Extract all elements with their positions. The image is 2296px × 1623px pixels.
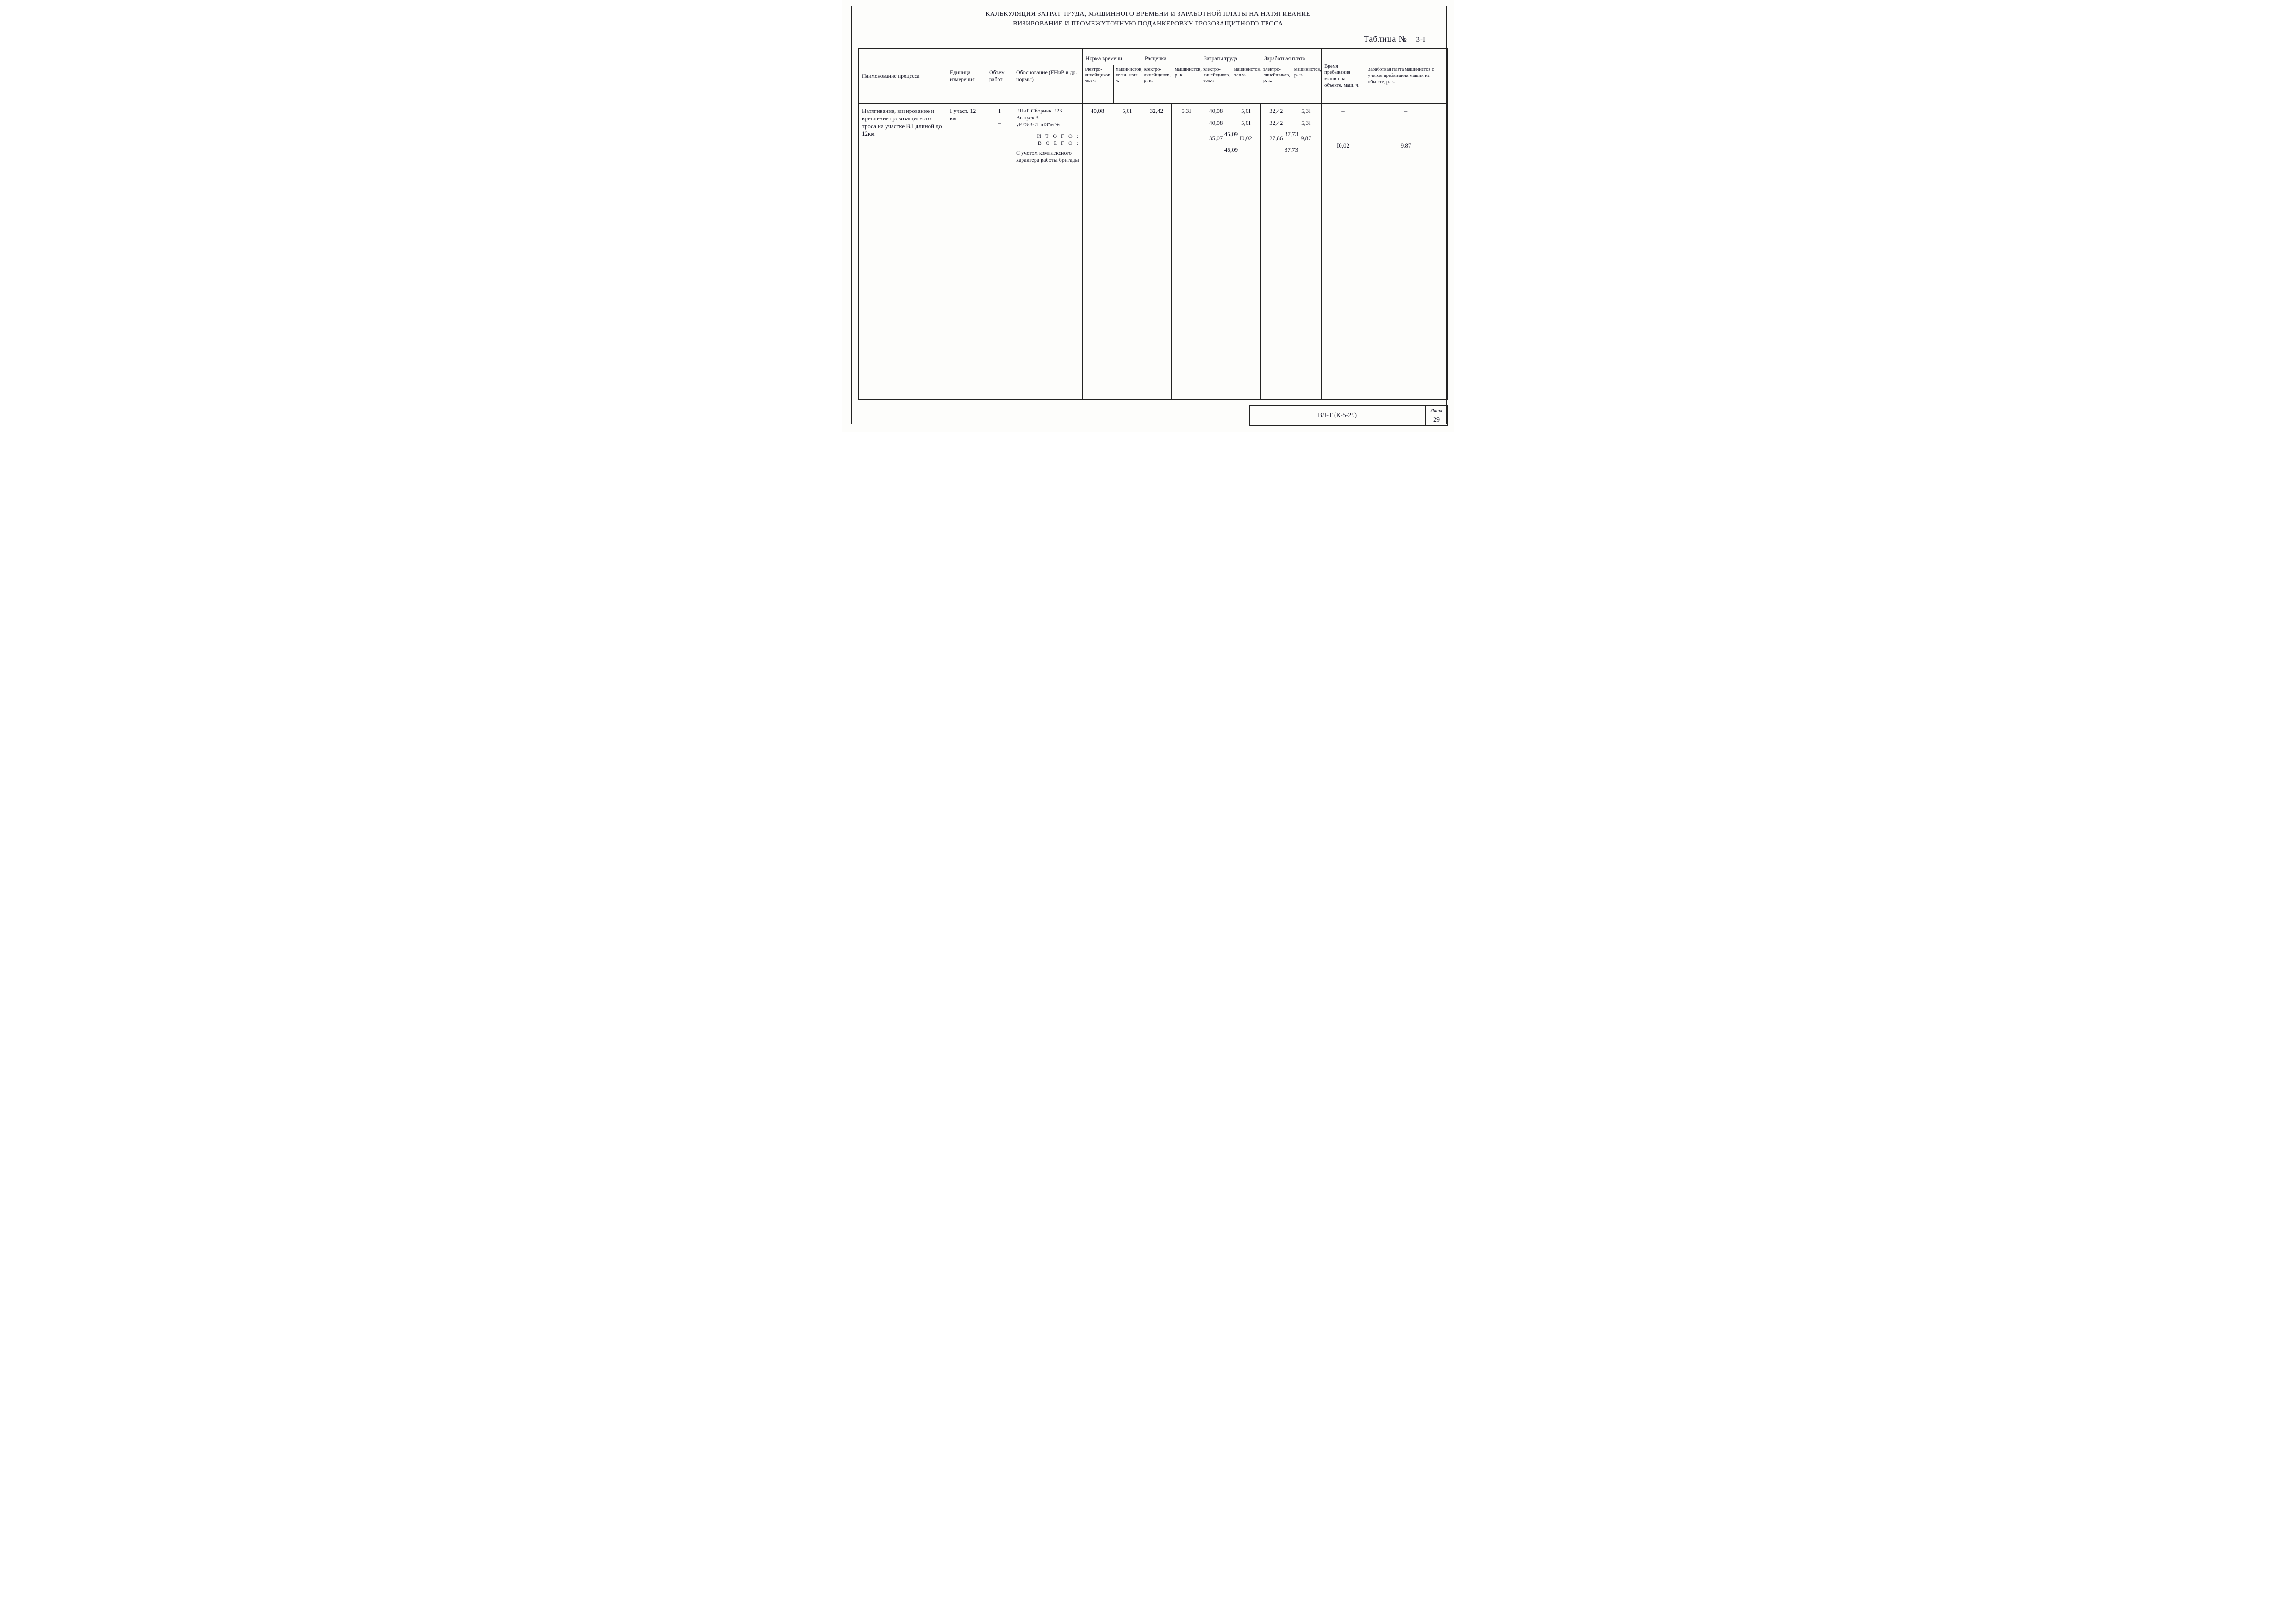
cell-labor: 40,08 40,08 . 35,07 5,0I 5,0I . I0,02 45… <box>1201 104 1261 399</box>
cell-rate-a: 32,42 <box>1142 104 1172 399</box>
labor-a1: 40,08 <box>1203 107 1229 115</box>
th-name-label: Наименование процесса <box>862 52 944 100</box>
mtime-2: I0,02 <box>1324 142 1362 149</box>
table-number: 3-I <box>1416 36 1426 44</box>
cell-name: Натягивание, визирование и крепление гро… <box>859 104 947 399</box>
pay-sum2: 37,73 <box>1261 146 1321 154</box>
cell-unit: I участ. 12 км <box>947 104 986 399</box>
labor-sum: 45,09 <box>1201 131 1261 138</box>
th-rate: Расценка электро-линейщиков, р.-к. машин… <box>1142 49 1201 103</box>
th-pay-title: Заработная плата <box>1264 52 1318 65</box>
labor-a2: 40,08 <box>1203 119 1229 127</box>
basis-l3: §Е23-3-2I пI3"м"+г <box>1016 121 1079 128</box>
title-line-1: КАЛЬКУЛЯЦИЯ ЗАТРАТ ТРУДА, МАШИННОГО ВРЕМ… <box>842 9 1454 19</box>
table-label-text: Таблица № <box>1364 34 1407 44</box>
cell-norm-a: 40,08 <box>1083 104 1112 399</box>
th-unit: Единица измерения <box>947 49 986 103</box>
cell-rate-b: 5,3I <box>1172 104 1201 399</box>
pay-b1: 5,3I <box>1293 107 1319 115</box>
footer-titleblock: ВЛ-Т (К-5-29) Лист 29 <box>1249 405 1448 426</box>
pay-a2: 32,42 <box>1263 119 1289 127</box>
th-rate-title: Расценка <box>1145 52 1198 65</box>
pay-b2: 5,3I <box>1293 119 1319 127</box>
th-labor-b: машинистов, чел.ч. <box>1232 65 1263 103</box>
basis-l1: ЕНиР Сборник Е23 <box>1016 107 1079 114</box>
pay-a1: 32,42 <box>1263 107 1289 115</box>
th-norm-b: машинистов, чел ч. маш ч. <box>1114 65 1144 103</box>
th-norm-title: Норма времени <box>1086 52 1139 65</box>
labor-sum2: 45,09 <box>1201 146 1261 154</box>
th-rate-a: электро-линейщиков, р.-к. <box>1142 65 1173 103</box>
labor-b2: 5,0I <box>1233 119 1259 127</box>
th-mpay: Заработная плата машинистов с учётом пре… <box>1365 49 1447 103</box>
th-unit-label: Единица измерения <box>950 52 983 100</box>
cell-vol-val: I <box>998 107 1000 114</box>
labor-b1: 5,0I <box>1233 107 1259 115</box>
th-norm: Норма времени электро-линейщиков, чел-ч … <box>1083 49 1142 103</box>
th-mtime-label: Время пребывания машин на объекте, маш. … <box>1324 52 1362 100</box>
table-label: Таблица № 3-I <box>1364 34 1426 44</box>
complex-label: С учетом комплексного характера работы б… <box>1016 149 1079 163</box>
mtime-1: – <box>1324 107 1362 115</box>
footer-code: ВЛ-Т (К-5-29) <box>1250 406 1426 425</box>
pay-sum: 37,73 <box>1261 131 1321 138</box>
main-table: Наименование процесса Единица измерения … <box>858 48 1448 400</box>
mpay-2: 9,87 <box>1368 142 1444 149</box>
cell-mpay: – . . . 9,87 <box>1365 104 1447 399</box>
itogo-label: И Т О Г О : <box>1016 133 1079 140</box>
cell-norm: 40,08 5,0I <box>1083 104 1142 399</box>
table-body: Натягивание, визирование и крепление гро… <box>859 104 1447 399</box>
vsego-label: В С Е Г О : <box>1016 140 1079 147</box>
th-vol: Объем работ <box>986 49 1013 103</box>
th-rate-b: машинистов, р.-к <box>1173 65 1204 103</box>
mpay-1: – <box>1368 107 1444 115</box>
th-vol-label: Объем работ <box>989 52 1010 100</box>
th-pay-b: машинистов, р.-к. <box>1292 65 1323 103</box>
title-block: КАЛЬКУЛЯЦИЯ ЗАТРАТ ТРУДА, МАШИННОГО ВРЕМ… <box>842 9 1454 29</box>
th-mpay-label: Заработная плата машинистов с учётом пре… <box>1368 52 1444 100</box>
cell-mtime: – . . . I0,02 <box>1322 104 1365 399</box>
th-labor-a: электро-линейщиков, чел.ч <box>1201 65 1232 103</box>
table-head: Наименование процесса Единица измерения … <box>859 49 1447 104</box>
th-name: Наименование процесса <box>859 49 947 103</box>
th-pay: Заработная плата электро-линейщиков, р.-… <box>1261 49 1322 103</box>
cell-pay: 32,42 32,42 . 27,86 5,3I 5,3I . 9,87 37,… <box>1261 104 1322 399</box>
th-basis: Обоснование (ЕНиР и др. нормы) <box>1013 49 1083 103</box>
th-labor-title: Затраты труда <box>1204 52 1258 65</box>
th-norm-a: электро-линейщиков, чел-ч <box>1083 65 1114 103</box>
th-mtime: Время пребывания машин на объекте, маш. … <box>1322 49 1365 103</box>
page: КАЛЬКУЛЯЦИЯ ЗАТРАТ ТРУДА, МАШИННОГО ВРЕМ… <box>842 0 1454 432</box>
footer-sheet-label: Лист <box>1426 406 1447 416</box>
th-pay-a: электро-линейщиков, р.-к. <box>1261 65 1292 103</box>
title-line-2: ВИЗИРОВАНИЕ И ПРОМЕЖУТОЧНУЮ ПОДАНКЕРОВКУ… <box>842 19 1454 29</box>
th-labor: Затраты труда электро-линейщиков, чел.ч … <box>1201 49 1261 103</box>
dash-icon: – <box>989 119 1010 127</box>
cell-basis: ЕНиР Сборник Е23 Выпуск 3 §Е23-3-2I пI3"… <box>1013 104 1083 399</box>
footer-sheet: Лист 29 <box>1426 406 1447 425</box>
basis-l2: Выпуск 3 <box>1016 114 1079 121</box>
cell-norm-b: 5,0I <box>1112 104 1142 399</box>
th-basis-label: Обоснование (ЕНиР и др. нормы) <box>1016 52 1079 100</box>
footer-sheet-no: 29 <box>1426 416 1447 425</box>
cell-vol: I – <box>986 104 1013 399</box>
cell-rate: 32,42 5,3I <box>1142 104 1201 399</box>
